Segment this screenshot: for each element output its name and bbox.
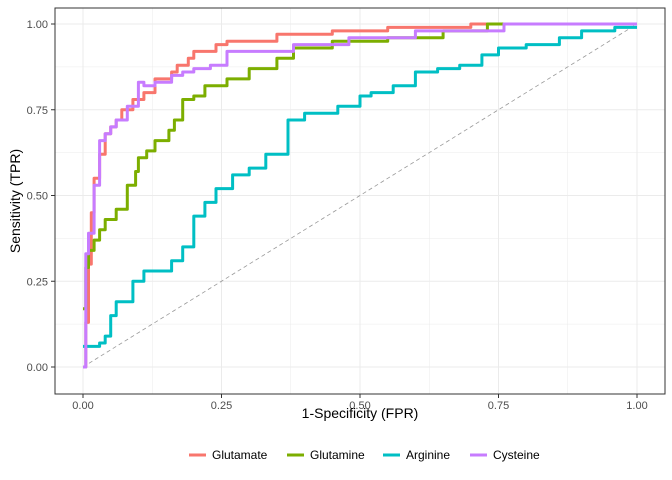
series-line-arginine [83,25,637,348]
grid-major [55,8,665,394]
y-axis: 0.00 0.25 0.50 0.75 1.00 [27,19,55,374]
x-tick-label: 0.00 [72,400,93,412]
x-tick-label: 1.00 [626,400,647,412]
x-axis-title: 1-Specificity (FPR) [302,405,419,421]
legend-label-glutamine: Glutamine [310,448,365,462]
legend-label-arginine: Arginine [406,448,450,462]
x-tick-label: 0.25 [211,400,232,412]
y-axis-title: Sensitivity (TPR) [7,149,23,253]
y-tick-label: 0.25 [27,276,48,288]
y-tick-label: 0.75 [27,105,48,117]
legend-label-glutamate: Glutamate [212,448,268,462]
y-tick-label: 1.00 [27,19,48,31]
series-line-cysteine [83,22,637,369]
plot-panel [54,7,666,395]
y-tick-label: 0.00 [27,362,48,374]
series-line-glutamine [83,22,593,311]
x-axis: 0.00 0.25 0.50 0.75 1.00 [72,394,648,412]
y-tick-label: 0.50 [27,191,48,203]
series-layer [83,22,637,369]
reference-diagonal-line [82,23,638,368]
legend: Glutamate Glutamine Arginine Cysteine [189,448,540,462]
legend-label-cysteine: Cysteine [493,448,540,462]
x-tick-label: 0.75 [488,400,509,412]
x-tick-label: 0.50 [349,400,370,412]
